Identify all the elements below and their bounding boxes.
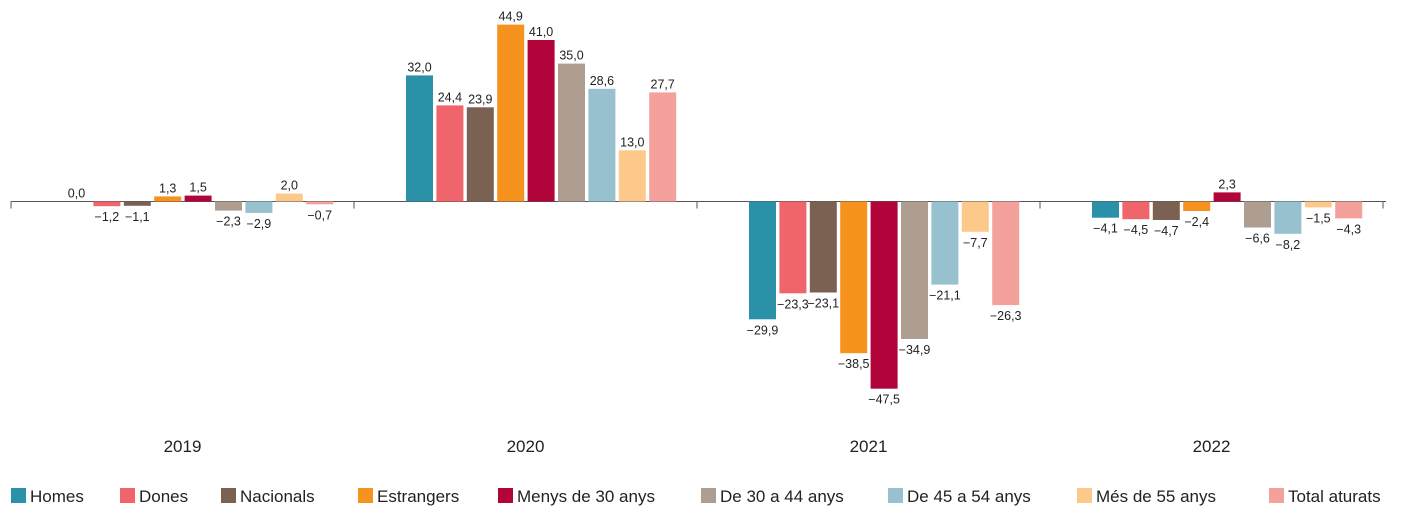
data-label: −1,5 <box>1306 211 1331 225</box>
legend-label: Nacionals <box>240 487 315 506</box>
legend-label: Més de 55 anys <box>1096 487 1216 506</box>
data-label: −29,9 <box>747 323 779 337</box>
legend-swatch <box>11 488 26 503</box>
bar <box>215 202 242 211</box>
bar <box>528 40 555 202</box>
legend-label: Dones <box>139 487 188 506</box>
bar <box>245 202 272 213</box>
bar <box>649 92 676 201</box>
bar <box>154 196 181 201</box>
bar <box>185 196 212 202</box>
bar <box>467 107 494 201</box>
bar <box>840 202 867 354</box>
data-label: 1,5 <box>189 181 206 195</box>
data-label: 28,6 <box>590 74 614 88</box>
data-label: −4,3 <box>1336 222 1361 236</box>
data-label: −26,3 <box>990 309 1022 323</box>
data-label: −1,2 <box>95 210 120 224</box>
bar <box>558 64 585 202</box>
data-label: −1,1 <box>125 210 150 224</box>
bar <box>124 202 151 206</box>
bar <box>810 202 837 293</box>
data-label: 44,9 <box>499 10 523 24</box>
bar <box>901 202 928 340</box>
data-label: 27,7 <box>651 77 675 91</box>
bar <box>93 202 120 207</box>
data-label: 2,0 <box>281 179 298 193</box>
legend-swatch <box>498 488 513 503</box>
legend-label: Menys de 30 anys <box>517 487 655 506</box>
data-label: −7,7 <box>963 236 988 250</box>
legend-swatch <box>1077 488 1092 503</box>
bar <box>619 150 646 201</box>
bar <box>1274 202 1301 234</box>
bar <box>1092 202 1119 218</box>
data-label: 13,0 <box>620 135 644 149</box>
data-label: −23,1 <box>807 297 839 311</box>
data-label: 24,4 <box>438 90 462 104</box>
bar <box>436 105 463 201</box>
data-label: −0,7 <box>307 208 332 222</box>
data-label: −8,2 <box>1276 238 1301 252</box>
data-label: −4,7 <box>1154 224 1179 238</box>
bar <box>992 202 1019 306</box>
legend-label: Total aturats <box>1288 487 1381 506</box>
legend-swatch <box>888 488 903 503</box>
bar <box>497 25 524 202</box>
legend-swatch <box>1269 488 1284 503</box>
bar <box>1335 202 1362 219</box>
bar <box>1122 202 1149 220</box>
legend-label: De 30 a 44 anys <box>720 487 844 506</box>
data-label: 0,0 <box>68 187 85 201</box>
data-label: 32,0 <box>407 60 431 74</box>
bar <box>276 194 303 202</box>
data-label: −2,4 <box>1184 215 1209 229</box>
data-label: −47,5 <box>868 393 900 407</box>
bar <box>406 75 433 201</box>
bar <box>931 202 958 285</box>
bar <box>1183 202 1210 212</box>
x-tick-label: 2022 <box>1193 437 1231 456</box>
data-label: 41,0 <box>529 25 553 39</box>
bar <box>306 202 333 205</box>
data-label: −6,6 <box>1245 232 1270 246</box>
data-label: −4,5 <box>1124 223 1149 237</box>
data-label: −2,3 <box>216 215 241 229</box>
bar <box>1305 202 1332 208</box>
bar <box>749 202 776 320</box>
data-label: −4,1 <box>1093 222 1118 236</box>
data-label: −23,3 <box>777 297 809 311</box>
x-tick-label: 2020 <box>507 437 545 456</box>
x-tick-label: 2019 <box>164 437 202 456</box>
legend-label: De 45 a 54 anys <box>907 487 1031 506</box>
bar <box>962 202 989 232</box>
data-label: 35,0 <box>559 49 583 63</box>
data-label: 1,3 <box>159 181 176 195</box>
data-label: −21,1 <box>929 289 961 303</box>
bar <box>779 202 806 294</box>
bar <box>1153 202 1180 221</box>
bar <box>871 202 898 389</box>
legend-label: Estrangers <box>377 487 459 506</box>
legend-swatch <box>701 488 716 503</box>
data-label: −38,5 <box>838 357 870 371</box>
data-label: −34,9 <box>899 343 931 357</box>
legend-swatch <box>358 488 373 503</box>
legend-swatch <box>120 488 135 503</box>
data-label: 23,9 <box>468 92 492 106</box>
data-label: 2,3 <box>1218 177 1235 191</box>
data-label: −2,9 <box>247 217 272 231</box>
legend-swatch <box>221 488 236 503</box>
bar <box>1214 192 1241 201</box>
bar <box>588 89 615 202</box>
bar <box>1244 202 1271 228</box>
x-tick-label: 2021 <box>850 437 888 456</box>
legend-label: Homes <box>30 487 84 506</box>
